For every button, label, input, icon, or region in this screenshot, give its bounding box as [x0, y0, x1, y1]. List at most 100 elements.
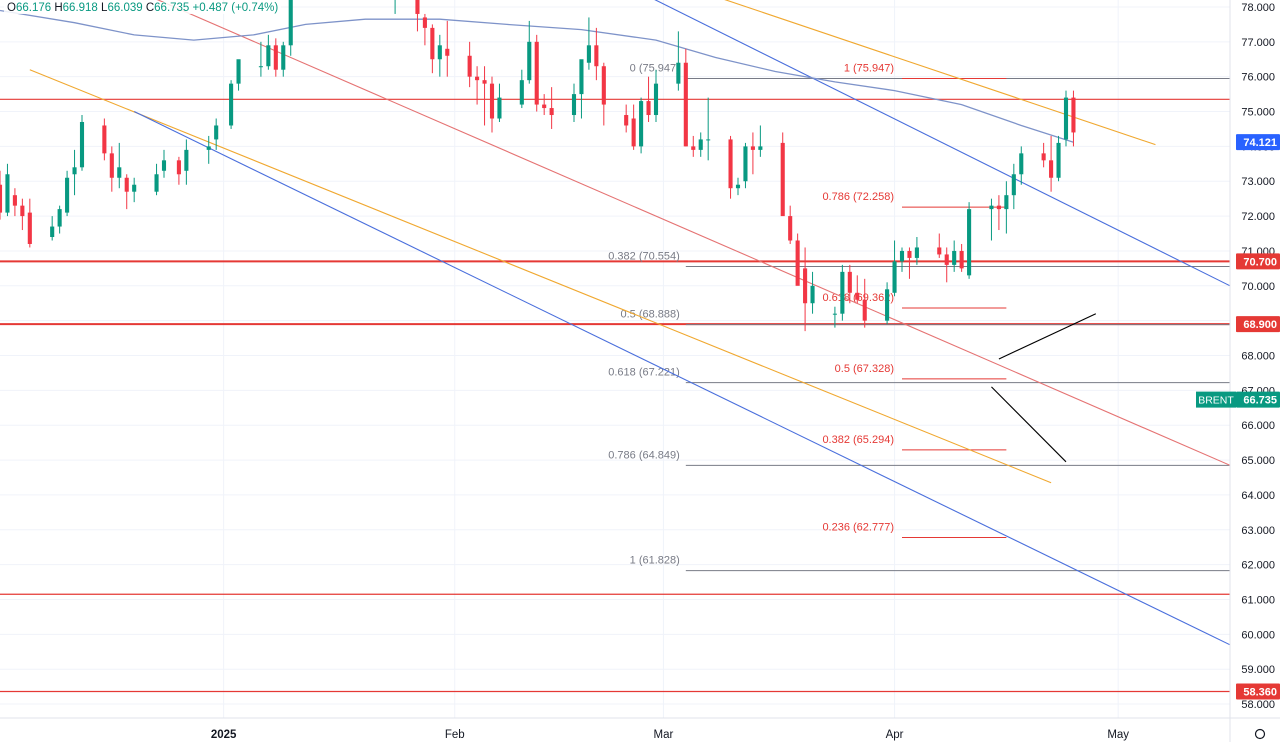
candle-up — [1011, 174, 1016, 196]
time-tick-label: Apr — [886, 729, 904, 741]
candle-down — [937, 247, 942, 255]
candle-down — [624, 115, 629, 126]
candle-down — [415, 0, 420, 14]
price-badge-label: 66.735 — [1243, 395, 1277, 407]
candle-up — [206, 146, 211, 150]
candle-up — [258, 66, 263, 68]
candle-up — [236, 59, 241, 84]
candle-up — [832, 313, 837, 315]
candle-down — [795, 240, 800, 286]
close-label: C — [145, 2, 155, 14]
change-value: +0.487 (+0.74%) — [192, 2, 279, 14]
candle-down — [430, 27, 435, 60]
candle-up — [967, 209, 972, 276]
candle-up — [1004, 195, 1009, 210]
candle-up — [758, 146, 763, 150]
time-tick-label: Feb — [445, 729, 465, 741]
fib-red-label: 0.5 (67.328) — [835, 363, 894, 375]
candle-up — [1063, 97, 1069, 140]
candle-up — [214, 125, 219, 140]
fib-blue-label: 0 (75.947) — [630, 63, 680, 75]
price-tick-label: 59.000 — [1241, 664, 1275, 676]
moving-average-line — [0, 9, 1074, 143]
settings-icon[interactable] — [1254, 728, 1266, 740]
candle-down — [959, 250, 964, 269]
candle-up — [892, 261, 897, 293]
price-badge — [1236, 316, 1280, 333]
time-tick-label: 2025 — [211, 729, 237, 741]
price-badge-label: 58.360 — [1243, 687, 1277, 699]
candle-up — [288, 0, 293, 46]
fib-blue-label: 0.618 (67.221) — [608, 367, 680, 379]
candle-up — [914, 247, 919, 258]
candle-down — [542, 104, 547, 109]
candle-up — [743, 146, 748, 182]
candle-down — [534, 41, 539, 105]
candle-up — [161, 160, 167, 171]
trend-line — [156, 0, 1230, 466]
candle-down — [0, 184, 3, 213]
candle-down — [862, 299, 867, 321]
fib-red-label: 1 (75.947) — [844, 63, 894, 75]
candle-up — [735, 184, 741, 189]
candle-up — [952, 250, 957, 265]
open-value: 66.176 — [15, 2, 52, 14]
price-tick-label: 78.000 — [1241, 2, 1275, 14]
candle-down — [780, 142, 785, 217]
candle-down — [12, 195, 17, 206]
candle-down — [102, 125, 107, 154]
candle-down — [27, 212, 32, 244]
fib-blue-label: 1 (61.828) — [630, 555, 680, 567]
price-badges: 74.121 70.700 68.900 66.735 BRENT 58.360 — [1196, 134, 1280, 700]
trend-line — [29, 69, 1052, 484]
price-tick-label: 60.000 — [1241, 629, 1275, 641]
candle-up — [899, 250, 905, 262]
price-tick-label: 75.000 — [1241, 107, 1275, 119]
candle-down — [907, 250, 912, 258]
candle-down — [996, 205, 1001, 210]
candle-up — [698, 139, 703, 150]
candle-up — [437, 45, 442, 60]
trend-line — [724, 0, 1156, 146]
price-tick-label: 72.000 — [1241, 211, 1275, 223]
horizontal-levels — [0, 98, 1230, 693]
trend-lines — [29, 0, 1230, 646]
candle-down — [728, 139, 733, 189]
price-badge-label: 68.900 — [1243, 319, 1277, 331]
candle-up — [989, 205, 994, 210]
symbol-tag-label: BRENT — [1198, 395, 1234, 407]
candle-up — [117, 167, 122, 178]
candle-up — [132, 184, 137, 192]
fib-blue-label: 0.5 (68.888) — [620, 309, 679, 321]
candle-up — [885, 289, 890, 321]
time-axis: 2025 Feb Mar Apr May — [0, 717, 1280, 741]
candle-down — [646, 101, 651, 116]
price-tick-label: 61.000 — [1241, 594, 1275, 606]
price-tick-label: 63.000 — [1241, 525, 1275, 537]
candle-down — [750, 146, 755, 150]
candle-down — [691, 146, 696, 150]
close-value: 66.735 — [154, 2, 190, 14]
price-tick-label: 64.000 — [1241, 490, 1275, 502]
candle-up — [266, 45, 271, 67]
candle-up — [184, 149, 189, 171]
candle-down — [788, 216, 793, 241]
time-tick-label: May — [1107, 729, 1129, 741]
candle-up — [676, 62, 681, 84]
candle-up — [1019, 153, 1024, 175]
high-value: 66.918 — [62, 2, 98, 14]
price-tick-label: 73.000 — [1241, 176, 1275, 188]
fib-red-label: 0.382 (65.294) — [822, 434, 894, 446]
open-label: O — [7, 2, 16, 14]
price-badge — [1236, 391, 1280, 408]
candle-down — [482, 80, 487, 84]
price-tick-label: 65.000 — [1241, 455, 1275, 467]
candle-up — [65, 177, 70, 213]
candle-up — [810, 285, 815, 304]
candle-up — [57, 209, 62, 227]
candle-up — [579, 59, 584, 95]
fib-red-label: 0.236 (62.777) — [822, 522, 894, 534]
candle-up — [840, 271, 845, 314]
grid-lines — [0, 0, 1230, 718]
